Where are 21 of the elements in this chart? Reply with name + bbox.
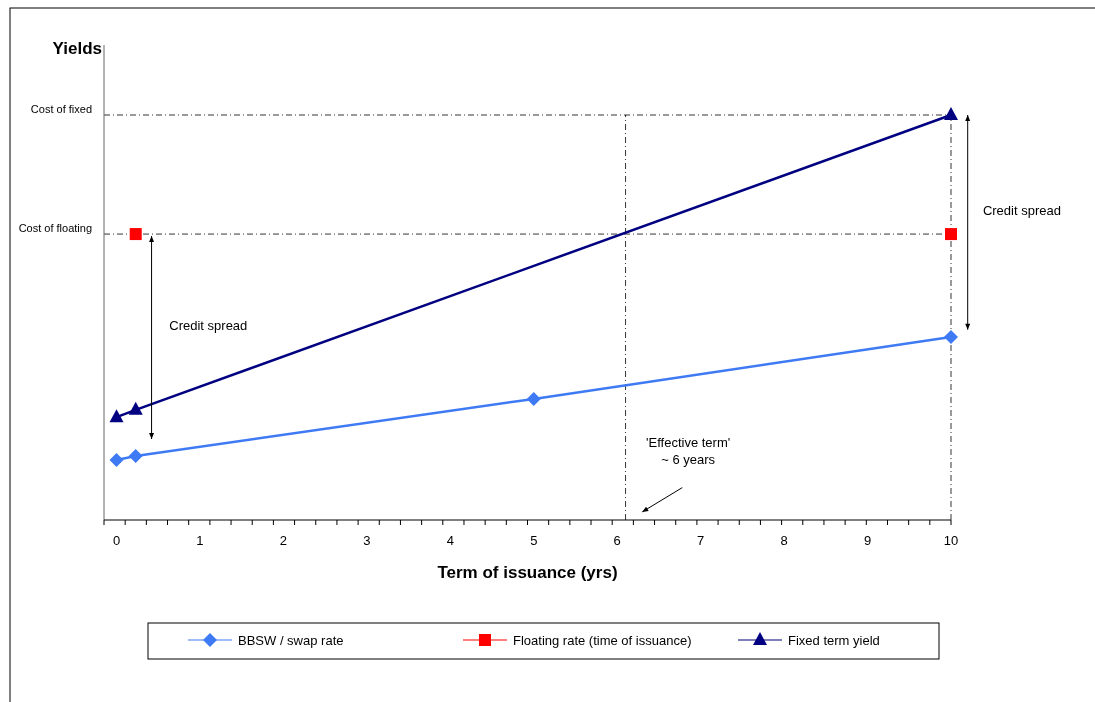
x-tick-label: 8 (780, 533, 788, 548)
ref-line-label: Cost of floating (18, 222, 92, 235)
y-axis-title: Yields (52, 39, 102, 58)
x-tick-label: 0 (112, 533, 121, 548)
x-tick-label: 4 (446, 533, 454, 548)
text: Credit spread (982, 203, 1061, 219)
x-tick-label: 5 (530, 533, 538, 548)
x-tick-label: 10 (943, 533, 959, 548)
x-tick-label: 1 (196, 533, 204, 548)
ref-line-label: Cost of fixed (30, 103, 92, 115)
x-tick-label: 7 (697, 533, 705, 548)
x-axis-title: Term of issuance (yrs) (437, 563, 618, 582)
legend-label: BBSW / swap rate (238, 633, 344, 648)
annotation: Credit spread (169, 317, 248, 333)
x-tick-label: 2 (279, 533, 288, 548)
legend-label: Floating rate (time of issuance) (513, 633, 692, 648)
legend-label: Fixed term yield (788, 633, 880, 648)
x-tick-label: 3 (363, 533, 371, 548)
x-tick-label: 6 (613, 533, 621, 548)
x-tick-label: 9 (863, 533, 872, 548)
annotation: 'Effective term' ~ 6 years (646, 435, 731, 468)
